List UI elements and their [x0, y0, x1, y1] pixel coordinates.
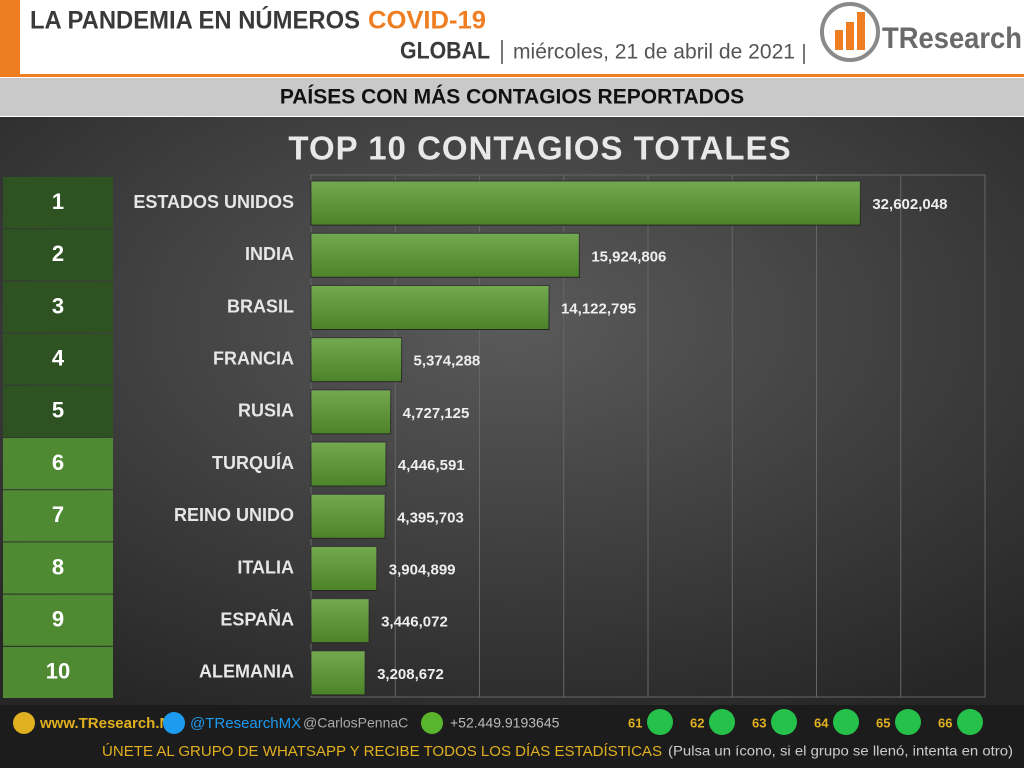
whatsapp-icon[interactable] [709, 709, 735, 735]
group-number[interactable]: 64 [814, 715, 829, 730]
rank-box [3, 646, 113, 698]
whatsapp-icon[interactable] [833, 709, 859, 735]
phone[interactable]: +52.449.9193645 [450, 715, 560, 731]
rank: 9 [52, 607, 64, 632]
category-label: RUSIA [238, 401, 294, 421]
whatsapp-icon[interactable] [647, 709, 673, 735]
rank-box [3, 438, 113, 490]
twitter-icon[interactable] [163, 712, 185, 734]
bar-shade [311, 181, 861, 226]
banner-bg [0, 78, 1024, 116]
category-label: BRASIL [227, 296, 294, 316]
banner: PAÍSES CON MÁS CONTAGIOS REPORTADOS [280, 86, 744, 109]
group-number[interactable]: 66 [938, 715, 952, 730]
web-icon[interactable] [13, 712, 35, 734]
rank-box [3, 594, 113, 646]
category-label: ESPAÑA [220, 608, 294, 629]
rank: 2 [52, 241, 64, 266]
bar-shade [311, 546, 377, 591]
rank-box [3, 490, 113, 542]
header-accent [0, 0, 20, 74]
twitter[interactable]: @TResearchMX [190, 715, 301, 732]
group-number[interactable]: 63 [752, 715, 766, 730]
rank: 10 [46, 659, 70, 684]
group-number[interactable]: 65 [876, 715, 890, 730]
header-date: miércoles, 21 de abril de 2021 [513, 41, 795, 64]
value-label: 5,374,288 [414, 353, 481, 370]
value-label: 3,208,672 [377, 666, 444, 683]
group-number[interactable]: 61 [628, 715, 642, 730]
category-label: REINO UNIDO [174, 505, 294, 525]
website[interactable]: www.TResearch.Mx [39, 715, 181, 732]
header-rule [0, 74, 1024, 77]
value-label: 32,602,048 [872, 196, 947, 213]
phone-icon[interactable] [421, 712, 443, 734]
category-label: ITALIA [237, 557, 294, 577]
rank: 6 [52, 450, 64, 475]
rank-box [3, 542, 113, 594]
value-label: 3,904,899 [389, 561, 456, 578]
logo-text: TResearch [882, 22, 1022, 55]
whatsapp-icon[interactable] [957, 709, 983, 735]
whatsapp-icon[interactable] [895, 709, 921, 735]
twitter2[interactable]: @CarlosPennaC [303, 715, 408, 731]
group-number[interactable]: 62 [690, 715, 704, 730]
whatsapp-icon[interactable] [771, 709, 797, 735]
chart-title: TOP 10 CONTAGIOS TOTALES [288, 130, 791, 167]
category-label: ESTADOS UNIDOS [133, 192, 294, 212]
bar-shade [311, 389, 391, 434]
category-label: TURQUÍA [212, 452, 294, 473]
value-label: 14,122,795 [561, 300, 636, 317]
rank-box [3, 281, 113, 333]
bar-shade [311, 337, 402, 382]
bar-shade [311, 442, 386, 487]
rank: 4 [52, 346, 65, 371]
value-label: 3,446,072 [381, 614, 448, 631]
bar-shade [311, 494, 386, 539]
rank-box [3, 385, 113, 437]
category-label: ALEMANIA [199, 662, 294, 682]
value-label: 4,727,125 [403, 405, 470, 422]
footer-call: ÚNETE AL GRUPO DE WHATSAPP Y RECIBE TODO… [102, 743, 662, 760]
rank-box [3, 177, 113, 229]
rank: 8 [52, 554, 64, 579]
logo-icon [820, 2, 880, 62]
value-label: 4,446,591 [398, 457, 465, 474]
footer-note: (Pulsa un ícono, si el grupo se llenó, i… [668, 743, 1013, 759]
plot: 1 ESTADOS UNIDOS 32,602,048 2 INDIA 15,924,80… [3, 174, 986, 698]
rank: 5 [52, 398, 64, 423]
value-label: 15,924,806 [591, 248, 666, 265]
bar-shade [311, 650, 366, 695]
header-scope: GLOBAL [400, 37, 490, 64]
category-label: FRANCIA [213, 348, 294, 368]
category-label: INDIA [245, 244, 294, 264]
whatsapp-groups: 61 62 63 64 65 66 [628, 709, 983, 735]
header-title: LA PANDEMIA EN NÚMEROS [30, 5, 360, 35]
header-highlight: COVID-19 [368, 7, 486, 35]
bar-shade [311, 285, 549, 330]
rank-box [3, 229, 113, 281]
bar-shade [311, 598, 370, 643]
rank: 1 [52, 189, 64, 214]
bar-shade [311, 233, 580, 278]
rank-box [3, 333, 113, 385]
value-label: 4,395,703 [397, 509, 464, 526]
rank: 7 [52, 502, 64, 527]
rank: 3 [52, 293, 64, 318]
